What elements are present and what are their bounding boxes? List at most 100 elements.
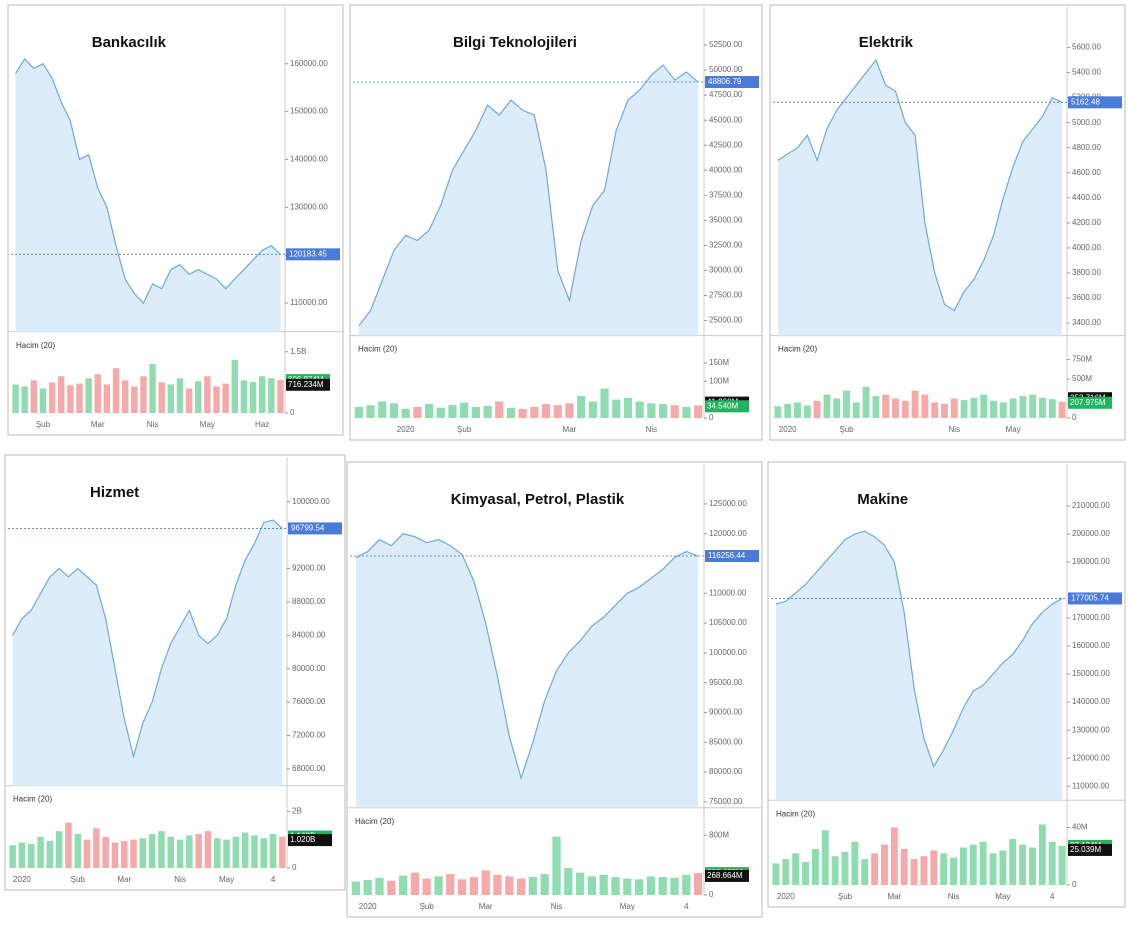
volume-bar bbox=[920, 856, 928, 885]
y-tick-label: 84000.00 bbox=[292, 630, 326, 639]
volume-bar bbox=[213, 838, 221, 868]
last-price-label: 120183.45 bbox=[289, 249, 327, 258]
panel-border bbox=[349, 4, 763, 441]
price-line bbox=[358, 64, 699, 326]
volume-bar bbox=[158, 831, 165, 868]
volume-bar bbox=[852, 402, 860, 418]
volume-bar bbox=[120, 841, 128, 868]
volume-bar bbox=[424, 404, 434, 418]
volume-badge bbox=[1068, 843, 1112, 856]
volume-bar bbox=[1048, 399, 1056, 418]
volume-bar bbox=[802, 861, 809, 885]
volume-bar bbox=[950, 398, 958, 418]
volume-bar bbox=[930, 850, 938, 885]
y-tick-label: 80000.00 bbox=[709, 767, 743, 776]
y-tick-label: 25000.00 bbox=[709, 316, 743, 325]
volume-bar bbox=[530, 406, 539, 418]
volume-bar bbox=[195, 833, 202, 868]
x-tick-label: Nis bbox=[551, 902, 563, 911]
x-tick-label: 4 bbox=[684, 902, 689, 911]
y-tick-label: 45000.00 bbox=[709, 115, 743, 124]
volume-bar bbox=[1029, 394, 1037, 418]
volume-bar bbox=[658, 877, 667, 895]
last-price-badge bbox=[286, 248, 340, 261]
price-area bbox=[358, 65, 699, 336]
volume-badge-label: 268.664M bbox=[707, 871, 743, 880]
volume-bar bbox=[843, 390, 850, 418]
y-tick-label: 150000.00 bbox=[1072, 669, 1110, 678]
volume-bar bbox=[841, 851, 849, 885]
volume-bar bbox=[483, 405, 492, 418]
volume-bar bbox=[37, 836, 44, 868]
volume-bar bbox=[93, 828, 100, 868]
volume-bar bbox=[1038, 824, 1046, 885]
volume-bar bbox=[611, 877, 620, 895]
price-area bbox=[777, 60, 1063, 336]
volume-bar bbox=[528, 877, 538, 895]
y-tick-label: 4800.00 bbox=[1072, 143, 1101, 152]
y-tick-label: 130000.00 bbox=[290, 202, 328, 211]
volume-bar bbox=[354, 406, 363, 418]
volume-bar bbox=[279, 836, 286, 868]
y-tick-label: 120000.00 bbox=[1072, 753, 1110, 762]
volume-bar bbox=[111, 842, 119, 868]
x-tick-label: Nis bbox=[949, 425, 961, 434]
y-tick-label: 80000.00 bbox=[292, 664, 326, 673]
price-line bbox=[15, 57, 281, 305]
volume-bar bbox=[65, 822, 72, 868]
price-area bbox=[15, 58, 281, 332]
volume-bar bbox=[979, 841, 987, 885]
volume-bar bbox=[900, 849, 908, 885]
volume-bar bbox=[378, 401, 387, 418]
chart-title: Kimyasal, Petrol, Plastik bbox=[451, 491, 625, 508]
volume-bar bbox=[506, 407, 516, 418]
volume-bar bbox=[821, 830, 829, 885]
volume-bar bbox=[784, 403, 792, 418]
volume-bar bbox=[682, 406, 691, 418]
x-tick-label: Nis bbox=[147, 420, 159, 429]
volume-bar bbox=[167, 384, 175, 413]
volume-badge bbox=[705, 869, 749, 882]
volume-bar bbox=[223, 839, 230, 868]
price-area bbox=[355, 533, 699, 808]
volume-bar bbox=[375, 877, 384, 895]
volume-label: Hacim (20) bbox=[16, 341, 55, 350]
volume-bar bbox=[813, 400, 821, 418]
volume-bar bbox=[612, 399, 621, 418]
volume-bar bbox=[694, 405, 703, 418]
volume-bar bbox=[980, 394, 988, 418]
volume-tick-label: 750M bbox=[1072, 355, 1092, 364]
x-tick-label: Şub bbox=[838, 892, 853, 901]
y-tick-label: 42500.00 bbox=[709, 140, 743, 149]
volume-bar bbox=[39, 388, 47, 413]
y-tick-label: 100000.00 bbox=[709, 648, 747, 657]
volume-bar bbox=[21, 386, 28, 413]
volume-bar bbox=[112, 368, 120, 413]
volume-bar bbox=[471, 406, 480, 418]
volume-bar bbox=[204, 831, 212, 868]
y-tick-label: 4400.00 bbox=[1072, 193, 1101, 202]
y-tick-label: 32500.00 bbox=[709, 241, 743, 250]
volume-bar bbox=[505, 876, 514, 895]
y-tick-label: 3400.00 bbox=[1072, 318, 1101, 327]
x-tick-label: May bbox=[200, 420, 215, 429]
x-tick-label: May bbox=[620, 902, 635, 911]
volume-bar bbox=[387, 880, 396, 895]
volume-bar bbox=[693, 873, 703, 895]
volume-bar bbox=[553, 405, 562, 418]
panel-border bbox=[4, 454, 346, 891]
volume-bar bbox=[1058, 401, 1066, 418]
x-tick-label: May bbox=[219, 875, 234, 884]
volume-bar bbox=[131, 386, 138, 413]
volume-bar bbox=[910, 859, 918, 885]
volume-bar bbox=[363, 880, 372, 895]
y-tick-label: 76000.00 bbox=[292, 697, 326, 706]
x-tick-label: 4 bbox=[1050, 892, 1055, 901]
volume-bar bbox=[1019, 844, 1027, 885]
volume-bar bbox=[204, 376, 211, 413]
volume-bar bbox=[9, 845, 16, 868]
volume-tick-label: 0 bbox=[292, 863, 297, 872]
y-tick-label: 3600.00 bbox=[1072, 293, 1101, 302]
x-tick-label: May bbox=[1006, 425, 1021, 434]
